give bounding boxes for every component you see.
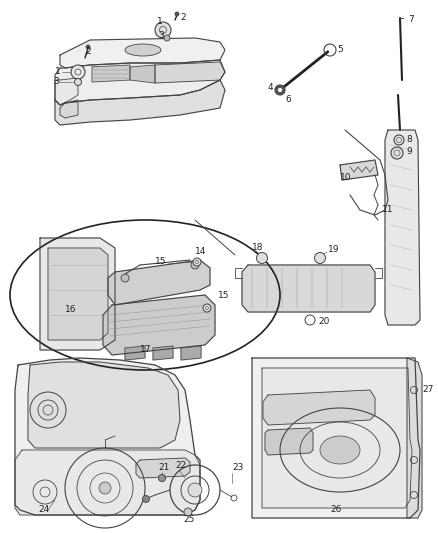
- Text: 22: 22: [175, 462, 186, 471]
- Polygon shape: [103, 295, 215, 355]
- Polygon shape: [48, 248, 108, 340]
- Polygon shape: [60, 100, 78, 118]
- Polygon shape: [153, 346, 173, 360]
- Text: 20: 20: [318, 318, 329, 327]
- Polygon shape: [108, 260, 210, 305]
- Polygon shape: [242, 265, 375, 312]
- Text: 24: 24: [38, 505, 49, 514]
- Text: 14: 14: [195, 247, 206, 256]
- Text: 16: 16: [65, 305, 77, 314]
- Text: 11: 11: [382, 206, 393, 214]
- Polygon shape: [252, 358, 420, 518]
- Polygon shape: [155, 62, 225, 83]
- Text: 2: 2: [85, 47, 91, 56]
- Polygon shape: [181, 346, 201, 360]
- Circle shape: [394, 135, 404, 145]
- Text: 23: 23: [232, 464, 244, 472]
- Circle shape: [191, 261, 199, 269]
- Text: 1: 1: [55, 68, 61, 77]
- Ellipse shape: [125, 44, 161, 56]
- Circle shape: [188, 483, 202, 497]
- Circle shape: [121, 274, 129, 282]
- Circle shape: [391, 147, 403, 159]
- Circle shape: [99, 482, 111, 494]
- Circle shape: [275, 85, 285, 95]
- Circle shape: [86, 45, 90, 49]
- Circle shape: [71, 65, 85, 79]
- Polygon shape: [340, 160, 378, 180]
- Text: 2: 2: [180, 12, 186, 21]
- Polygon shape: [262, 368, 412, 508]
- Text: 15: 15: [218, 290, 230, 300]
- Polygon shape: [385, 130, 420, 325]
- Circle shape: [203, 304, 211, 312]
- Polygon shape: [60, 38, 225, 68]
- Circle shape: [43, 405, 53, 415]
- Polygon shape: [136, 458, 190, 478]
- Text: 17: 17: [140, 345, 152, 354]
- Text: 7: 7: [408, 15, 414, 25]
- Circle shape: [175, 12, 179, 16]
- Ellipse shape: [320, 436, 360, 464]
- Polygon shape: [40, 238, 115, 350]
- Polygon shape: [263, 390, 375, 425]
- Circle shape: [193, 258, 201, 266]
- Circle shape: [164, 35, 170, 41]
- Text: 18: 18: [252, 244, 264, 253]
- Polygon shape: [92, 65, 130, 82]
- Circle shape: [74, 78, 81, 85]
- Circle shape: [257, 253, 268, 263]
- Text: 21: 21: [158, 464, 170, 472]
- Polygon shape: [15, 450, 200, 515]
- Circle shape: [159, 474, 166, 481]
- Text: 27: 27: [422, 385, 433, 394]
- Text: 25: 25: [183, 515, 194, 524]
- Text: 1: 1: [157, 18, 163, 27]
- Text: 19: 19: [328, 246, 339, 254]
- Polygon shape: [55, 80, 225, 125]
- Text: 10: 10: [340, 174, 352, 182]
- Polygon shape: [55, 60, 225, 105]
- Text: 5: 5: [337, 45, 343, 54]
- Circle shape: [184, 508, 192, 516]
- Polygon shape: [265, 428, 313, 455]
- Text: 3: 3: [53, 77, 59, 86]
- Polygon shape: [125, 346, 145, 360]
- Polygon shape: [55, 78, 78, 105]
- Text: 26: 26: [330, 505, 341, 514]
- Text: 15: 15: [155, 257, 166, 266]
- Text: 9: 9: [406, 148, 412, 157]
- Polygon shape: [407, 358, 422, 518]
- Polygon shape: [130, 65, 155, 83]
- Circle shape: [142, 496, 149, 503]
- Text: 8: 8: [406, 135, 412, 144]
- Text: 4: 4: [268, 83, 274, 92]
- Text: 6: 6: [285, 95, 291, 104]
- Polygon shape: [15, 358, 200, 515]
- Circle shape: [314, 253, 325, 263]
- Circle shape: [278, 87, 283, 93]
- Polygon shape: [28, 362, 180, 448]
- Text: 3: 3: [158, 30, 164, 39]
- Circle shape: [155, 22, 171, 38]
